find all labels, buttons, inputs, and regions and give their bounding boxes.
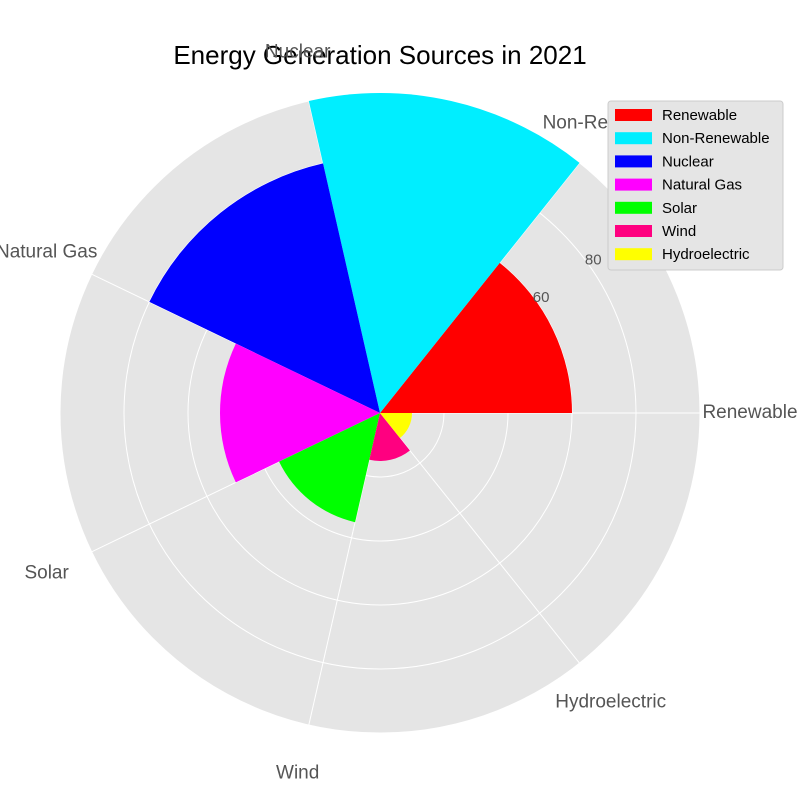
legend-swatch: [615, 178, 652, 191]
legend-entry-label: Non-Renewable: [662, 130, 770, 147]
legend-swatch: [615, 132, 652, 145]
bar-nuclear: [149, 163, 380, 413]
legend-entry-label: Nuclear: [662, 153, 714, 170]
legend-swatch: [615, 201, 652, 214]
category-label: Nuclear: [265, 41, 331, 62]
legend-swatch: [615, 225, 652, 237]
legend-swatch: [615, 109, 652, 121]
legend-items: Renewable Non-Renewable Nuclear Natural Gas…: [615, 107, 770, 263]
legend-swatch: [615, 248, 652, 261]
bar-solar: [279, 413, 380, 523]
category-label: Hydroelectric: [555, 691, 666, 712]
grid-spoke: [379, 412, 580, 664]
legend-entry-label: Hydroelectric: [662, 246, 750, 263]
bar-renewable: [380, 262, 572, 413]
legend-entry-label: Renewable: [662, 107, 737, 124]
bar-hydroelectric: [380, 413, 412, 439]
radial-tick-labels: 60 80: [533, 252, 602, 306]
legend: Renewable Non-Renewable Nuclear Natural Gas…: [607, 100, 784, 271]
category-label: Natural Gas: [0, 241, 97, 262]
bar-wind: [369, 413, 410, 461]
chart-title: Energy Generation Sources in 2021: [173, 40, 586, 70]
legend-entry-label: Wind: [662, 223, 696, 240]
radial-tick-label: 80: [585, 252, 602, 269]
legend-swatch: [615, 155, 652, 168]
category-label: Wind: [276, 763, 319, 784]
bar-natural-gas: [220, 343, 380, 483]
category-label: Solar: [24, 563, 69, 584]
radial-tick-label: 60: [533, 289, 550, 306]
legend-entry-label: Solar: [662, 200, 697, 217]
category-label: Renewable: [702, 402, 797, 423]
bar-non-renewable: [308, 93, 580, 414]
legend-entry-label: Natural Gas: [662, 177, 742, 194]
bars-layer: [149, 93, 580, 523]
